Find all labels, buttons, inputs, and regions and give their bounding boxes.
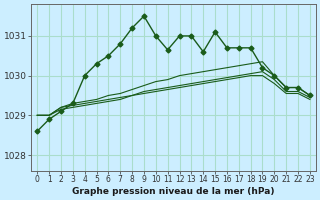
X-axis label: Graphe pression niveau de la mer (hPa): Graphe pression niveau de la mer (hPa) [72,187,275,196]
